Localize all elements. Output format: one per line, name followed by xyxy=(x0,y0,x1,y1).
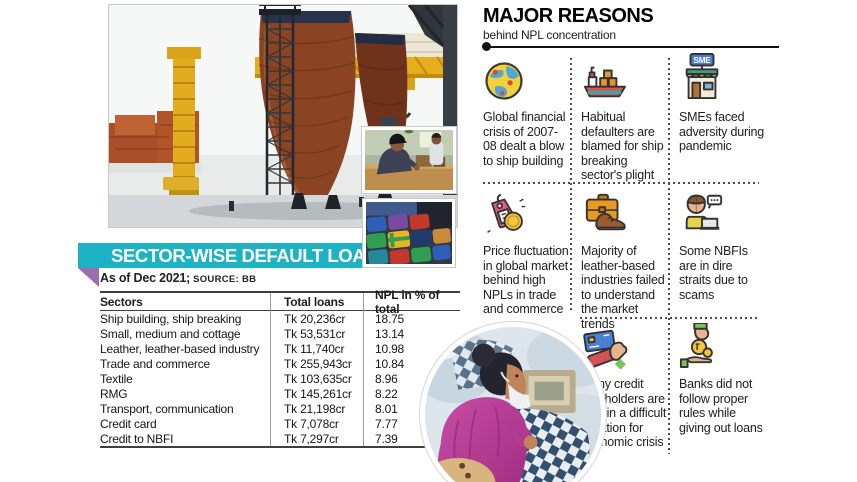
reason-text: SMEs faced adversity during pandemic xyxy=(679,110,765,154)
header-sectors: Sectors xyxy=(100,294,143,309)
dotted-divider xyxy=(570,58,572,312)
table-row: RMG Tk 145,261cr 8.22 xyxy=(100,386,460,401)
reasons-rule xyxy=(489,46,779,48)
table-row: Textile Tk 103,635cr 8.96 xyxy=(100,371,460,386)
as-of-date: As of Dec 2021; xyxy=(100,271,191,285)
npl-cell: 13.14 xyxy=(375,326,405,341)
sector-cell: RMG xyxy=(100,386,128,401)
globe-icon xyxy=(483,56,571,102)
npl-cell: 7.39 xyxy=(375,431,398,446)
garment-worker-photo xyxy=(425,327,601,482)
npl-cell: 10.98 xyxy=(375,341,405,356)
npl-cell: 7.77 xyxy=(375,416,398,431)
npl-cell: 18.75 xyxy=(375,311,405,326)
reasons-subtitle: behind NPL concentration xyxy=(483,28,616,42)
reason-card: Banks did not follow proper rules while … xyxy=(679,323,767,435)
rule-dot xyxy=(482,42,491,51)
total-cell: Tk 145,261cr xyxy=(284,386,352,401)
price-tag-icon xyxy=(483,190,571,236)
table-row: Credit card Tk 7,078cr 7.77 xyxy=(100,416,460,431)
total-cell: Tk 7,297cr xyxy=(284,431,339,446)
sector-cell: Ship building, ship breaking xyxy=(100,311,242,326)
leather-worker-illustration xyxy=(365,129,453,190)
credit-cards-icon xyxy=(581,323,669,369)
table-header-row: Sectors Total loans NPL in % of total xyxy=(100,288,460,316)
source-label: SOURCE: BB xyxy=(193,274,257,285)
table-row: Trade and commerce Tk 255,943cr 10.84 xyxy=(100,356,460,371)
reason-card: SME SMEs faced adversity during pandemic xyxy=(679,52,767,154)
reasons-title: MAJOR REASONS xyxy=(483,5,654,27)
table-row: Leather, leather-based industry Tk 11,740… xyxy=(100,341,460,356)
table-row: Small, medium and cottage Tk 53,531cr 13.1… xyxy=(100,326,460,341)
reason-card: Majority of leather-based industries fai… xyxy=(581,190,669,332)
cargo-ship-icon xyxy=(581,56,669,102)
dotted-divider xyxy=(580,317,759,319)
section-banner: SECTOR-WISE DEFAULT LOANS xyxy=(78,243,391,268)
npl-cell: 10.84 xyxy=(375,356,405,371)
sector-cell: Credit to NBFI xyxy=(100,431,174,446)
person-chat-icon xyxy=(679,190,767,236)
dotted-divider xyxy=(483,182,759,184)
reason-text: Banks did not follow proper rules while … xyxy=(679,377,763,435)
section-title: SECTOR-WISE DEFAULT LOANS xyxy=(111,244,391,266)
total-cell: Tk 53,531cr xyxy=(284,326,346,341)
banner-fold xyxy=(78,268,99,287)
reason-text: Many credit cardholders are now in a dif… xyxy=(581,377,667,450)
header-total-loans: Total loans xyxy=(284,294,345,309)
sector-cell: Credit card xyxy=(100,416,157,431)
npl-cell: 8.96 xyxy=(375,371,398,386)
briefcase-shoe-icon xyxy=(581,190,669,236)
reason-text: Price fluctuation in global market behin… xyxy=(483,244,569,317)
table-row: Credit to NBFI Tk 7,297cr 7.39 xyxy=(100,431,460,446)
default-loans-table: Sectors Total loans NPL in % of total Sh… xyxy=(100,288,460,448)
leather-goods-photo xyxy=(363,199,455,267)
reason-card: Global financial crisis of 2007-08 dealt… xyxy=(483,56,571,168)
shipyard-photo xyxy=(108,4,458,228)
total-cell: Tk 11,740cr xyxy=(284,341,345,356)
header-npl: NPL in % of total xyxy=(375,287,440,316)
leather-worker-photo xyxy=(362,127,456,193)
reason-text: Some NBFIs are in dire straits due to sc… xyxy=(679,244,748,302)
reason-card: Habitual defaulters are blamed for ship … xyxy=(581,56,669,183)
table-row: Transport, communication Tk 21,198cr 8.01 xyxy=(100,401,460,416)
sector-cell: Small, medium and cottage xyxy=(100,326,241,341)
npl-cell: 8.22 xyxy=(375,386,398,401)
sme-shop-icon: SME xyxy=(679,52,767,102)
total-cell: Tk 7,078cr xyxy=(284,416,339,431)
sector-cell: Leather, leather-based industry xyxy=(100,341,260,356)
table-row: Ship building, ship breaking Tk 20,236cr 1… xyxy=(100,311,460,326)
sector-cell: Trade and commerce xyxy=(100,356,211,371)
total-cell: Tk 21,198cr xyxy=(284,401,346,416)
sector-cell: Textile xyxy=(100,371,133,386)
table-subtitle: As of Dec 2021; SOURCE: BB xyxy=(100,271,256,285)
total-cell: Tk 20,236cr xyxy=(284,311,346,326)
reason-card: Some NBFIs are in dire straits due to sc… xyxy=(679,190,767,302)
reason-card: Price fluctuation in global market behin… xyxy=(483,190,571,317)
sector-cell: Transport, communication xyxy=(100,401,234,416)
reason-text: Global financial crisis of 2007-08 dealt… xyxy=(483,110,566,168)
total-cell: Tk 103,635cr xyxy=(284,371,352,386)
total-cell: Tk 255,943cr xyxy=(284,356,352,371)
reason-card: Many credit cardholders are now in a dif… xyxy=(581,323,669,450)
hand-coins-icon xyxy=(679,323,767,369)
table-divider xyxy=(270,293,271,446)
reason-text: Habitual defaulters are blamed for ship … xyxy=(581,110,664,183)
shipyard-illustration xyxy=(109,5,457,227)
dotted-divider xyxy=(668,58,670,454)
table-divider xyxy=(363,293,364,446)
garment-worker-illustration xyxy=(425,327,601,482)
leather-goods-illustration xyxy=(366,202,452,266)
sme-sign-label: SME xyxy=(693,56,711,65)
npl-cell: 8.01 xyxy=(375,401,398,416)
reason-text: Majority of leather-based industries fai… xyxy=(581,244,665,331)
